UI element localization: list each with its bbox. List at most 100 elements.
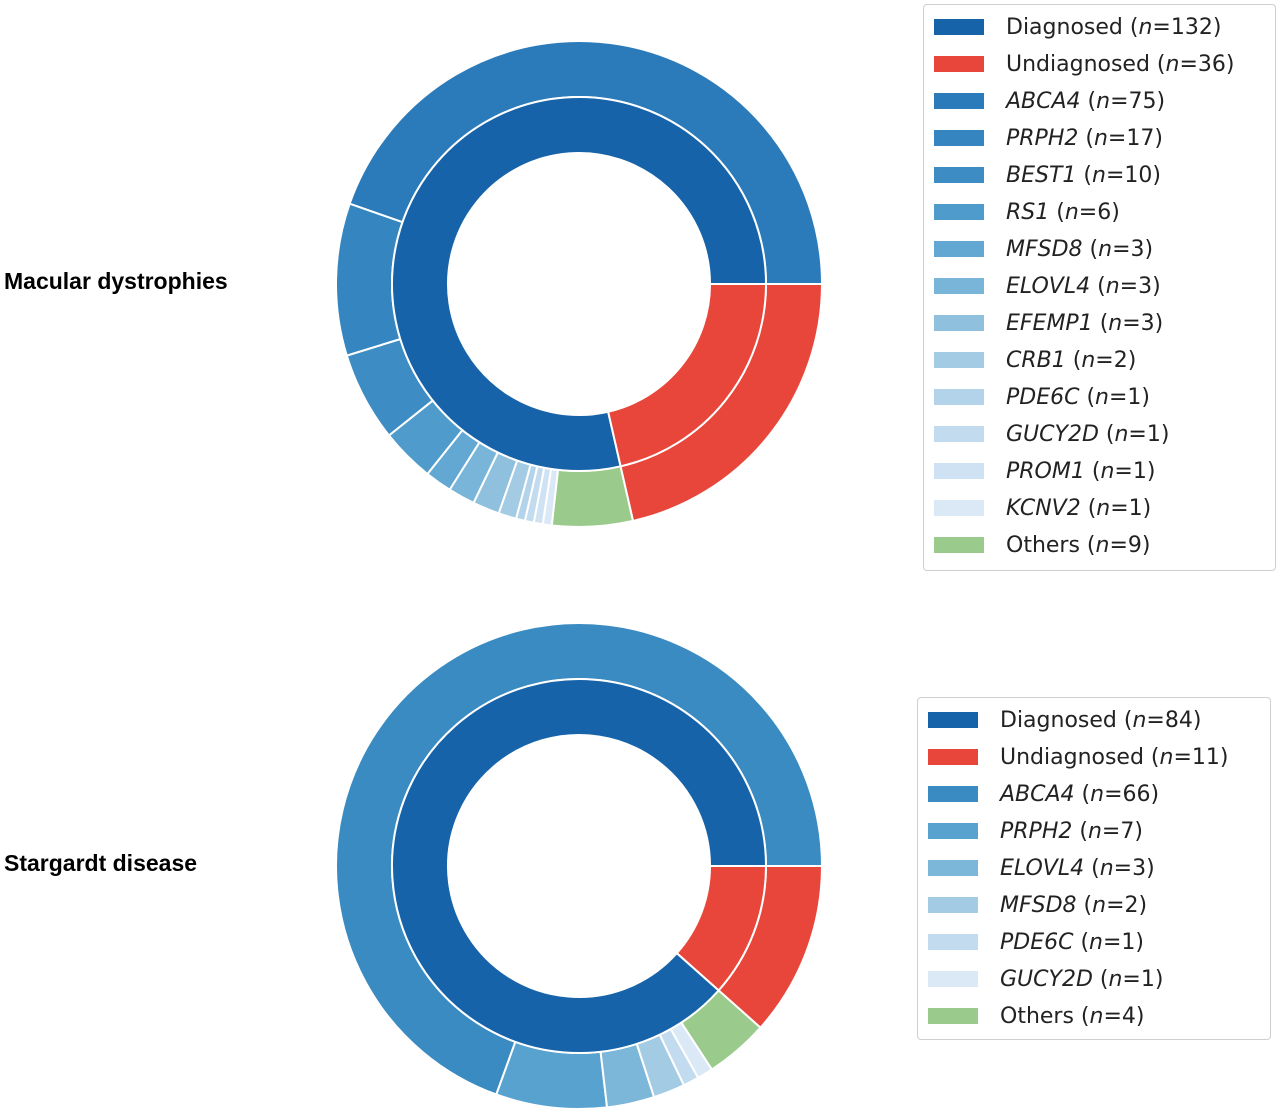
legend-item-mfsd8: MFSD8 (n=2) xyxy=(928,889,1147,921)
legend-label: PRPH2 (n=17) xyxy=(1006,126,1163,151)
legend-label-count: (n=2) xyxy=(1065,347,1137,373)
legend-label-name: PDE6C xyxy=(1006,384,1080,410)
legend-swatch xyxy=(934,389,984,405)
legend-label: MFSD8 (n=2) xyxy=(1000,893,1147,918)
legend-label-name: PDE6C xyxy=(1000,929,1074,955)
legend-label-name: Diagnosed xyxy=(1006,14,1123,40)
legend-label-name: CRB1 xyxy=(1006,347,1066,373)
legend-label-name: MFSD8 xyxy=(1000,892,1077,918)
legend-label-count: (n=11) xyxy=(1143,744,1229,770)
legend-label: KCNV2 (n=1) xyxy=(1006,496,1151,521)
legend-label: GUCY2D (n=1) xyxy=(1006,422,1169,447)
legend-swatch xyxy=(934,500,984,516)
legend-label: GUCY2D (n=1) xyxy=(1000,967,1163,992)
legend-label-name: EFEMP1 xyxy=(1006,310,1093,336)
legend-label: BEST1 (n=10) xyxy=(1006,163,1161,188)
legend-label-name: Diagnosed xyxy=(1000,707,1117,733)
legend-swatch xyxy=(934,278,984,294)
legend-label-count: (n=6) xyxy=(1049,199,1120,225)
legend-item-gucy2d: GUCY2D (n=1) xyxy=(934,418,1169,450)
legend-label: CRB1 (n=2) xyxy=(1006,348,1136,373)
legend-item-undiagnosed: Undiagnosed (n=36) xyxy=(934,48,1234,80)
legend-swatch xyxy=(934,537,984,553)
legend-label: PDE6C (n=1) xyxy=(1000,930,1144,955)
legend-swatch xyxy=(928,860,978,876)
legend-label-count: (n=75) xyxy=(1080,88,1166,114)
macular-dystrophies-legend: Diagnosed (n=132) Undiagnosed (n=36) ABCA4… xyxy=(923,4,1276,571)
legend-label-count: (n=2) xyxy=(1076,892,1148,918)
legend-label-name: BEST1 xyxy=(1006,162,1077,188)
legend-label: Others (n=4) xyxy=(1000,1004,1144,1029)
legend-swatch xyxy=(928,786,978,802)
legend-label: ABCA4 (n=66) xyxy=(1000,782,1159,807)
legend-label-count: (n=3) xyxy=(1090,273,1161,299)
legend-label-name: PROM1 xyxy=(1006,458,1085,484)
legend-label-name: KCNV2 xyxy=(1006,495,1081,521)
legend-label: PDE6C (n=1) xyxy=(1006,385,1150,410)
legend-swatch xyxy=(928,823,978,839)
legend-item-abca4: ABCA4 (n=75) xyxy=(934,85,1165,117)
legend-label-name: RS1 xyxy=(1006,199,1050,225)
legend-item-best1: BEST1 (n=10) xyxy=(934,159,1161,191)
legend-swatch xyxy=(928,749,978,765)
legend-item-efemp1: EFEMP1 (n=3) xyxy=(934,307,1163,339)
stargardt-disease-legend: Diagnosed (n=84) Undiagnosed (n=11) ABCA4 … xyxy=(917,697,1271,1040)
legend-swatch xyxy=(934,167,984,183)
legend-label: EFEMP1 (n=3) xyxy=(1006,311,1163,336)
legend-label-count: (n=1) xyxy=(1084,458,1156,484)
legend-item-mfsd8: MFSD8 (n=3) xyxy=(934,233,1153,265)
legend-label-name: Others xyxy=(1000,1003,1074,1029)
legend-label: Undiagnosed (n=11) xyxy=(1000,745,1228,770)
legend-swatch xyxy=(934,19,984,35)
legend-item-others: Others (n=4) xyxy=(928,1000,1144,1032)
legend-label: RS1 (n=6) xyxy=(1006,200,1120,225)
legend-label-name: ABCA4 xyxy=(1000,781,1075,807)
stargardt-disease-title: Stargardt disease xyxy=(4,850,198,876)
legend-label: ELOVL4 (n=3) xyxy=(1000,856,1155,881)
legend-item-kcnv2: KCNV2 (n=1) xyxy=(934,492,1151,524)
legend-item-diagnosed: Diagnosed (n=132) xyxy=(934,11,1221,43)
inner-ring-wedge-diagnosed xyxy=(391,96,768,472)
legend-label-count: (n=84) xyxy=(1116,707,1202,733)
legend-item-prph2: PRPH2 (n=17) xyxy=(934,122,1163,154)
legend-item-abca4: ABCA4 (n=66) xyxy=(928,778,1159,810)
legend-label: Others (n=9) xyxy=(1006,533,1150,558)
legend-item-others: Others (n=9) xyxy=(934,529,1150,561)
legend-label-count: (n=7) xyxy=(1072,818,1143,844)
legend-item-pde6c: PDE6C (n=1) xyxy=(934,381,1150,413)
legend-label-name: ELOVL4 xyxy=(1000,855,1085,881)
legend-label: PROM1 (n=1) xyxy=(1006,459,1155,484)
legend-swatch xyxy=(934,352,984,368)
legend-label-name: MFSD8 xyxy=(1006,236,1083,262)
legend-swatch xyxy=(934,463,984,479)
legend-item-prph2: PRPH2 (n=7) xyxy=(928,815,1143,847)
legend-label-count: (n=10) xyxy=(1076,162,1161,188)
legend-label-count: (n=17) xyxy=(1078,125,1163,151)
legend-label: MFSD8 (n=3) xyxy=(1006,237,1153,262)
legend-label-name: Others xyxy=(1006,532,1080,558)
legend-label-count: (n=3) xyxy=(1092,310,1164,336)
legend-swatch xyxy=(934,204,984,220)
legend-label-count: (n=36) xyxy=(1149,51,1235,77)
legend-item-crb1: CRB1 (n=2) xyxy=(934,344,1136,376)
legend-label-name: GUCY2D xyxy=(1000,966,1093,992)
inner-ring-wedge-undiagnosed xyxy=(675,865,768,992)
legend-swatch xyxy=(934,130,984,146)
legend-item-pde6c: PDE6C (n=1) xyxy=(928,926,1144,958)
legend-label-count: (n=1) xyxy=(1080,495,1152,521)
legend-swatch xyxy=(928,712,978,728)
legend-label-count: (n=3) xyxy=(1082,236,1154,262)
legend-label-name: ELOVL4 xyxy=(1006,273,1091,299)
legend-label-count: (n=132) xyxy=(1122,14,1222,40)
legend-label-count: (n=1) xyxy=(1079,384,1151,410)
legend-label-name: GUCY2D xyxy=(1006,421,1099,447)
legend-swatch xyxy=(928,1008,978,1024)
legend-label-count: (n=9) xyxy=(1079,532,1151,558)
inner-ring-wedge-diagnosed xyxy=(391,678,768,1055)
legend-swatch xyxy=(928,971,978,987)
legend-item-gucy2d: GUCY2D (n=1) xyxy=(928,963,1163,995)
legend-item-prom1: PROM1 (n=1) xyxy=(934,455,1155,487)
legend-label-count: (n=1) xyxy=(1092,966,1164,992)
